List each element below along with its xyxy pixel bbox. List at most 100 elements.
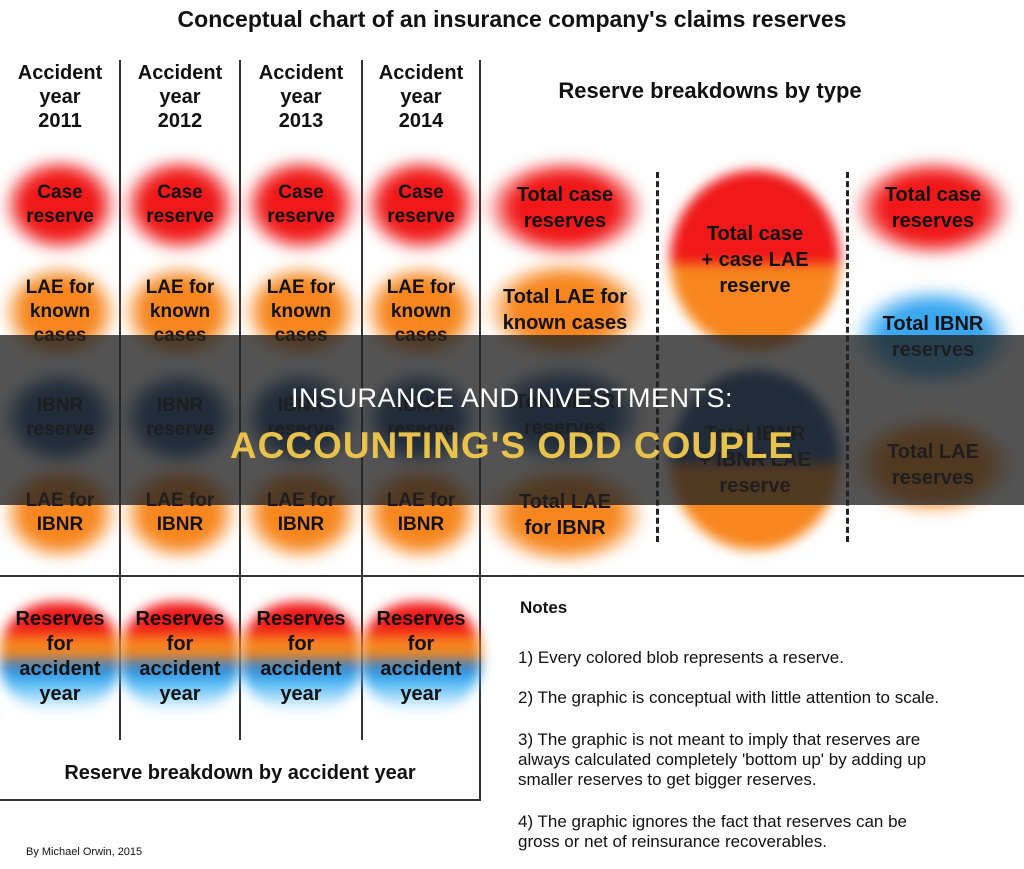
note-line: smaller reserves to get bigger reserves. xyxy=(518,770,817,789)
label: Case reserve xyxy=(267,181,335,229)
label: Total case reserves xyxy=(517,182,613,234)
label-line: Reserves xyxy=(256,608,346,630)
label-line: accident xyxy=(260,658,342,680)
label-line: year xyxy=(159,86,201,108)
reserve-blob xyxy=(122,157,238,253)
label-line: 2013 xyxy=(278,110,324,132)
note: 1) Every colored blob represents a reser… xyxy=(518,648,844,668)
reserve-blob xyxy=(0,602,120,712)
reserve-blob xyxy=(363,157,479,253)
label: Reserves for accident year xyxy=(377,607,466,707)
label-line: Accident xyxy=(17,62,103,84)
note-line: 1) Every colored blob represents a reser… xyxy=(518,648,844,667)
label-line: known xyxy=(29,301,91,322)
reserve-blob xyxy=(243,157,359,253)
label: Accident year 2011 xyxy=(18,61,102,133)
label-line: IBNR xyxy=(397,514,445,535)
note-line: 2) The graphic is conceptual with little… xyxy=(518,688,940,707)
label-line: for xyxy=(46,633,74,655)
label-line: IBNR xyxy=(277,514,325,535)
reserve-blob xyxy=(2,157,118,253)
label: Total case reserves xyxy=(885,182,981,234)
reserve-blob xyxy=(241,602,361,712)
reserve-blob xyxy=(120,602,240,712)
label-line: Total LAE for xyxy=(502,286,628,308)
credit: By Michael Orwin, 2015 xyxy=(26,846,143,858)
label-line: Case xyxy=(398,182,444,203)
label-line: reserve xyxy=(719,275,791,297)
label-line: Case xyxy=(157,182,203,203)
label-line: reserves xyxy=(523,210,607,232)
label-line: LAE for xyxy=(25,277,95,298)
label-line: Total case xyxy=(706,223,804,245)
label-line: accident xyxy=(380,658,462,680)
banner-line-1: INSURANCE AND INVESTMENTS: xyxy=(290,383,734,413)
label-line: Reserves xyxy=(15,608,105,630)
note: 2) The graphic is conceptual with little… xyxy=(518,688,939,708)
label-line: Reserves xyxy=(135,608,225,630)
label-line: 2011 xyxy=(38,110,82,132)
label-line: accident xyxy=(19,658,101,680)
left-caption: Reserve breakdown by accident year xyxy=(64,762,416,784)
label-line: Reserves xyxy=(376,608,466,630)
label-line: known cases xyxy=(502,312,628,334)
label: Reserves for accident year xyxy=(136,607,225,707)
label: Accident year 2014 xyxy=(379,61,463,133)
divider xyxy=(0,799,481,801)
label-line: accident xyxy=(139,658,221,680)
label: Reserves for accident year xyxy=(16,607,105,707)
label: Case reserve xyxy=(146,181,214,229)
note: 4) The graphic ignores the fact that res… xyxy=(518,812,907,852)
reserve-blob xyxy=(670,170,840,350)
label-line: + case LAE xyxy=(701,249,809,271)
label-line: reserve xyxy=(387,206,455,227)
label-line: known xyxy=(270,301,332,322)
label-line: LAE for xyxy=(266,277,336,298)
label-line: IBNR xyxy=(156,514,204,535)
note-line: 3) The graphic is not meant to imply tha… xyxy=(518,730,921,749)
label-line: 2014 xyxy=(398,110,444,132)
label-line: year xyxy=(280,86,322,108)
label-line: Accident xyxy=(258,62,344,84)
label-line: reserve xyxy=(26,206,94,227)
title: Conceptual chart of an insurance company… xyxy=(177,6,847,32)
label-line: year xyxy=(400,683,442,705)
label-line: Total case xyxy=(516,184,614,206)
label: Case reserve xyxy=(387,181,455,229)
label: Accident year 2013 xyxy=(259,61,343,133)
label-line: for IBNR xyxy=(524,517,606,539)
label-line: Total IBNR xyxy=(882,313,984,335)
label-line: known xyxy=(390,301,452,322)
label-line: year xyxy=(400,86,442,108)
by-type-heading: Reserve breakdowns by type xyxy=(558,78,862,103)
label-line: year xyxy=(280,683,322,705)
label: Reserves for accident year xyxy=(257,607,346,707)
banner-line-2: ACCOUNTING'S ODD COUPLE xyxy=(229,425,795,466)
label: Total LAE for known cases xyxy=(503,284,628,336)
label-line: year xyxy=(39,683,81,705)
label-line: reserves xyxy=(891,210,975,232)
note: 3) The graphic is not meant to imply tha… xyxy=(518,730,926,790)
label-line: Total case xyxy=(884,184,982,206)
note-line: always calculated completely 'bottom up'… xyxy=(518,750,927,769)
label: Total case + case LAE reserve xyxy=(701,221,808,299)
label: Accident year 2012 xyxy=(138,61,222,133)
label-line: Accident xyxy=(378,62,464,84)
label-line: Case xyxy=(37,182,83,203)
label-line: IBNR xyxy=(36,514,84,535)
label-line: LAE for xyxy=(145,277,215,298)
label-line: for xyxy=(287,633,315,655)
divider xyxy=(0,575,1024,577)
banner: INSURANCE AND INVESTMENTS: ACCOUNTING'S … xyxy=(0,335,1024,505)
label-line: known xyxy=(149,301,211,322)
note-line: gross or net of reinsurance recoverables… xyxy=(518,832,827,851)
label-line: reserve xyxy=(267,206,335,227)
label-line: for xyxy=(166,633,194,655)
reserve-blob xyxy=(361,602,481,712)
label-line: Case xyxy=(278,182,324,203)
notes-title: Notes xyxy=(520,598,568,617)
label-line: Accident xyxy=(137,62,223,84)
label-line: year xyxy=(39,86,81,108)
label-line: reserve xyxy=(146,206,214,227)
